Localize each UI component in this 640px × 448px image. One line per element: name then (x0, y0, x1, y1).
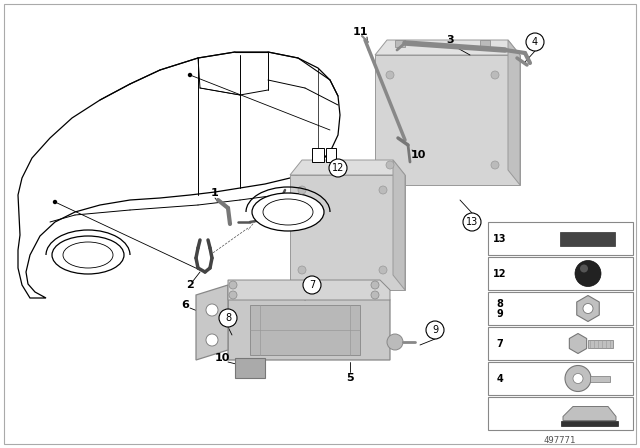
Polygon shape (393, 160, 405, 290)
Text: 1: 1 (211, 188, 219, 198)
Circle shape (426, 321, 444, 339)
Ellipse shape (52, 236, 124, 274)
Bar (326, 148, 336, 162)
Text: 10: 10 (214, 353, 230, 363)
Bar (488, 257, 633, 290)
Circle shape (386, 71, 394, 79)
Polygon shape (508, 40, 520, 185)
Bar (488, 362, 633, 395)
Text: 8: 8 (497, 298, 504, 309)
Polygon shape (570, 333, 587, 353)
Bar (375, 55, 520, 185)
Circle shape (298, 266, 306, 274)
Circle shape (219, 309, 237, 327)
Circle shape (491, 161, 499, 169)
Polygon shape (563, 406, 616, 421)
Circle shape (573, 374, 583, 383)
Text: 5: 5 (346, 373, 354, 383)
Bar (235, 358, 265, 378)
Polygon shape (480, 40, 490, 47)
Circle shape (206, 304, 218, 316)
Circle shape (463, 213, 481, 231)
Circle shape (229, 291, 237, 299)
Bar (561, 421, 618, 426)
Circle shape (491, 71, 499, 79)
Text: 11: 11 (352, 27, 368, 37)
Text: 4: 4 (497, 374, 504, 383)
Text: 7: 7 (309, 280, 315, 290)
Text: 13: 13 (493, 233, 507, 244)
Bar (488, 397, 633, 430)
Circle shape (575, 260, 601, 287)
Polygon shape (375, 40, 520, 55)
Polygon shape (577, 296, 599, 322)
Circle shape (303, 276, 321, 294)
Circle shape (298, 186, 306, 194)
Polygon shape (196, 285, 228, 360)
Ellipse shape (63, 242, 113, 268)
Bar (290, 175, 405, 290)
Bar (588, 340, 613, 348)
Circle shape (371, 281, 379, 289)
Circle shape (329, 159, 347, 177)
Ellipse shape (263, 199, 313, 225)
Ellipse shape (252, 193, 324, 231)
Text: 10: 10 (410, 150, 426, 160)
Circle shape (54, 201, 56, 203)
Text: 8: 8 (225, 313, 231, 323)
Bar (488, 222, 633, 255)
Text: 497771: 497771 (544, 435, 576, 444)
Circle shape (386, 161, 394, 169)
Circle shape (206, 334, 218, 346)
Bar (560, 232, 615, 246)
Polygon shape (395, 40, 405, 47)
Text: 12: 12 (332, 163, 344, 173)
Circle shape (229, 281, 237, 289)
Circle shape (189, 73, 191, 77)
Polygon shape (18, 52, 340, 298)
Polygon shape (228, 280, 390, 300)
Text: 6: 6 (181, 300, 189, 310)
Circle shape (379, 186, 387, 194)
Text: 12: 12 (493, 268, 507, 279)
Text: 2: 2 (186, 280, 194, 290)
Polygon shape (228, 290, 390, 360)
Circle shape (371, 291, 379, 299)
Bar (312, 148, 324, 162)
Text: 3: 3 (446, 35, 454, 45)
Text: 9: 9 (497, 309, 504, 319)
Text: 4: 4 (532, 37, 538, 47)
Circle shape (583, 303, 593, 314)
Circle shape (580, 264, 588, 272)
Bar (488, 292, 633, 325)
Circle shape (526, 33, 544, 51)
Circle shape (565, 366, 591, 392)
Circle shape (387, 334, 403, 350)
Text: 7: 7 (497, 339, 504, 349)
Bar (488, 327, 633, 360)
Bar (590, 375, 610, 382)
Text: 13: 13 (466, 217, 478, 227)
Text: 9: 9 (432, 325, 438, 335)
Polygon shape (290, 160, 405, 175)
Circle shape (379, 266, 387, 274)
Polygon shape (250, 305, 360, 355)
